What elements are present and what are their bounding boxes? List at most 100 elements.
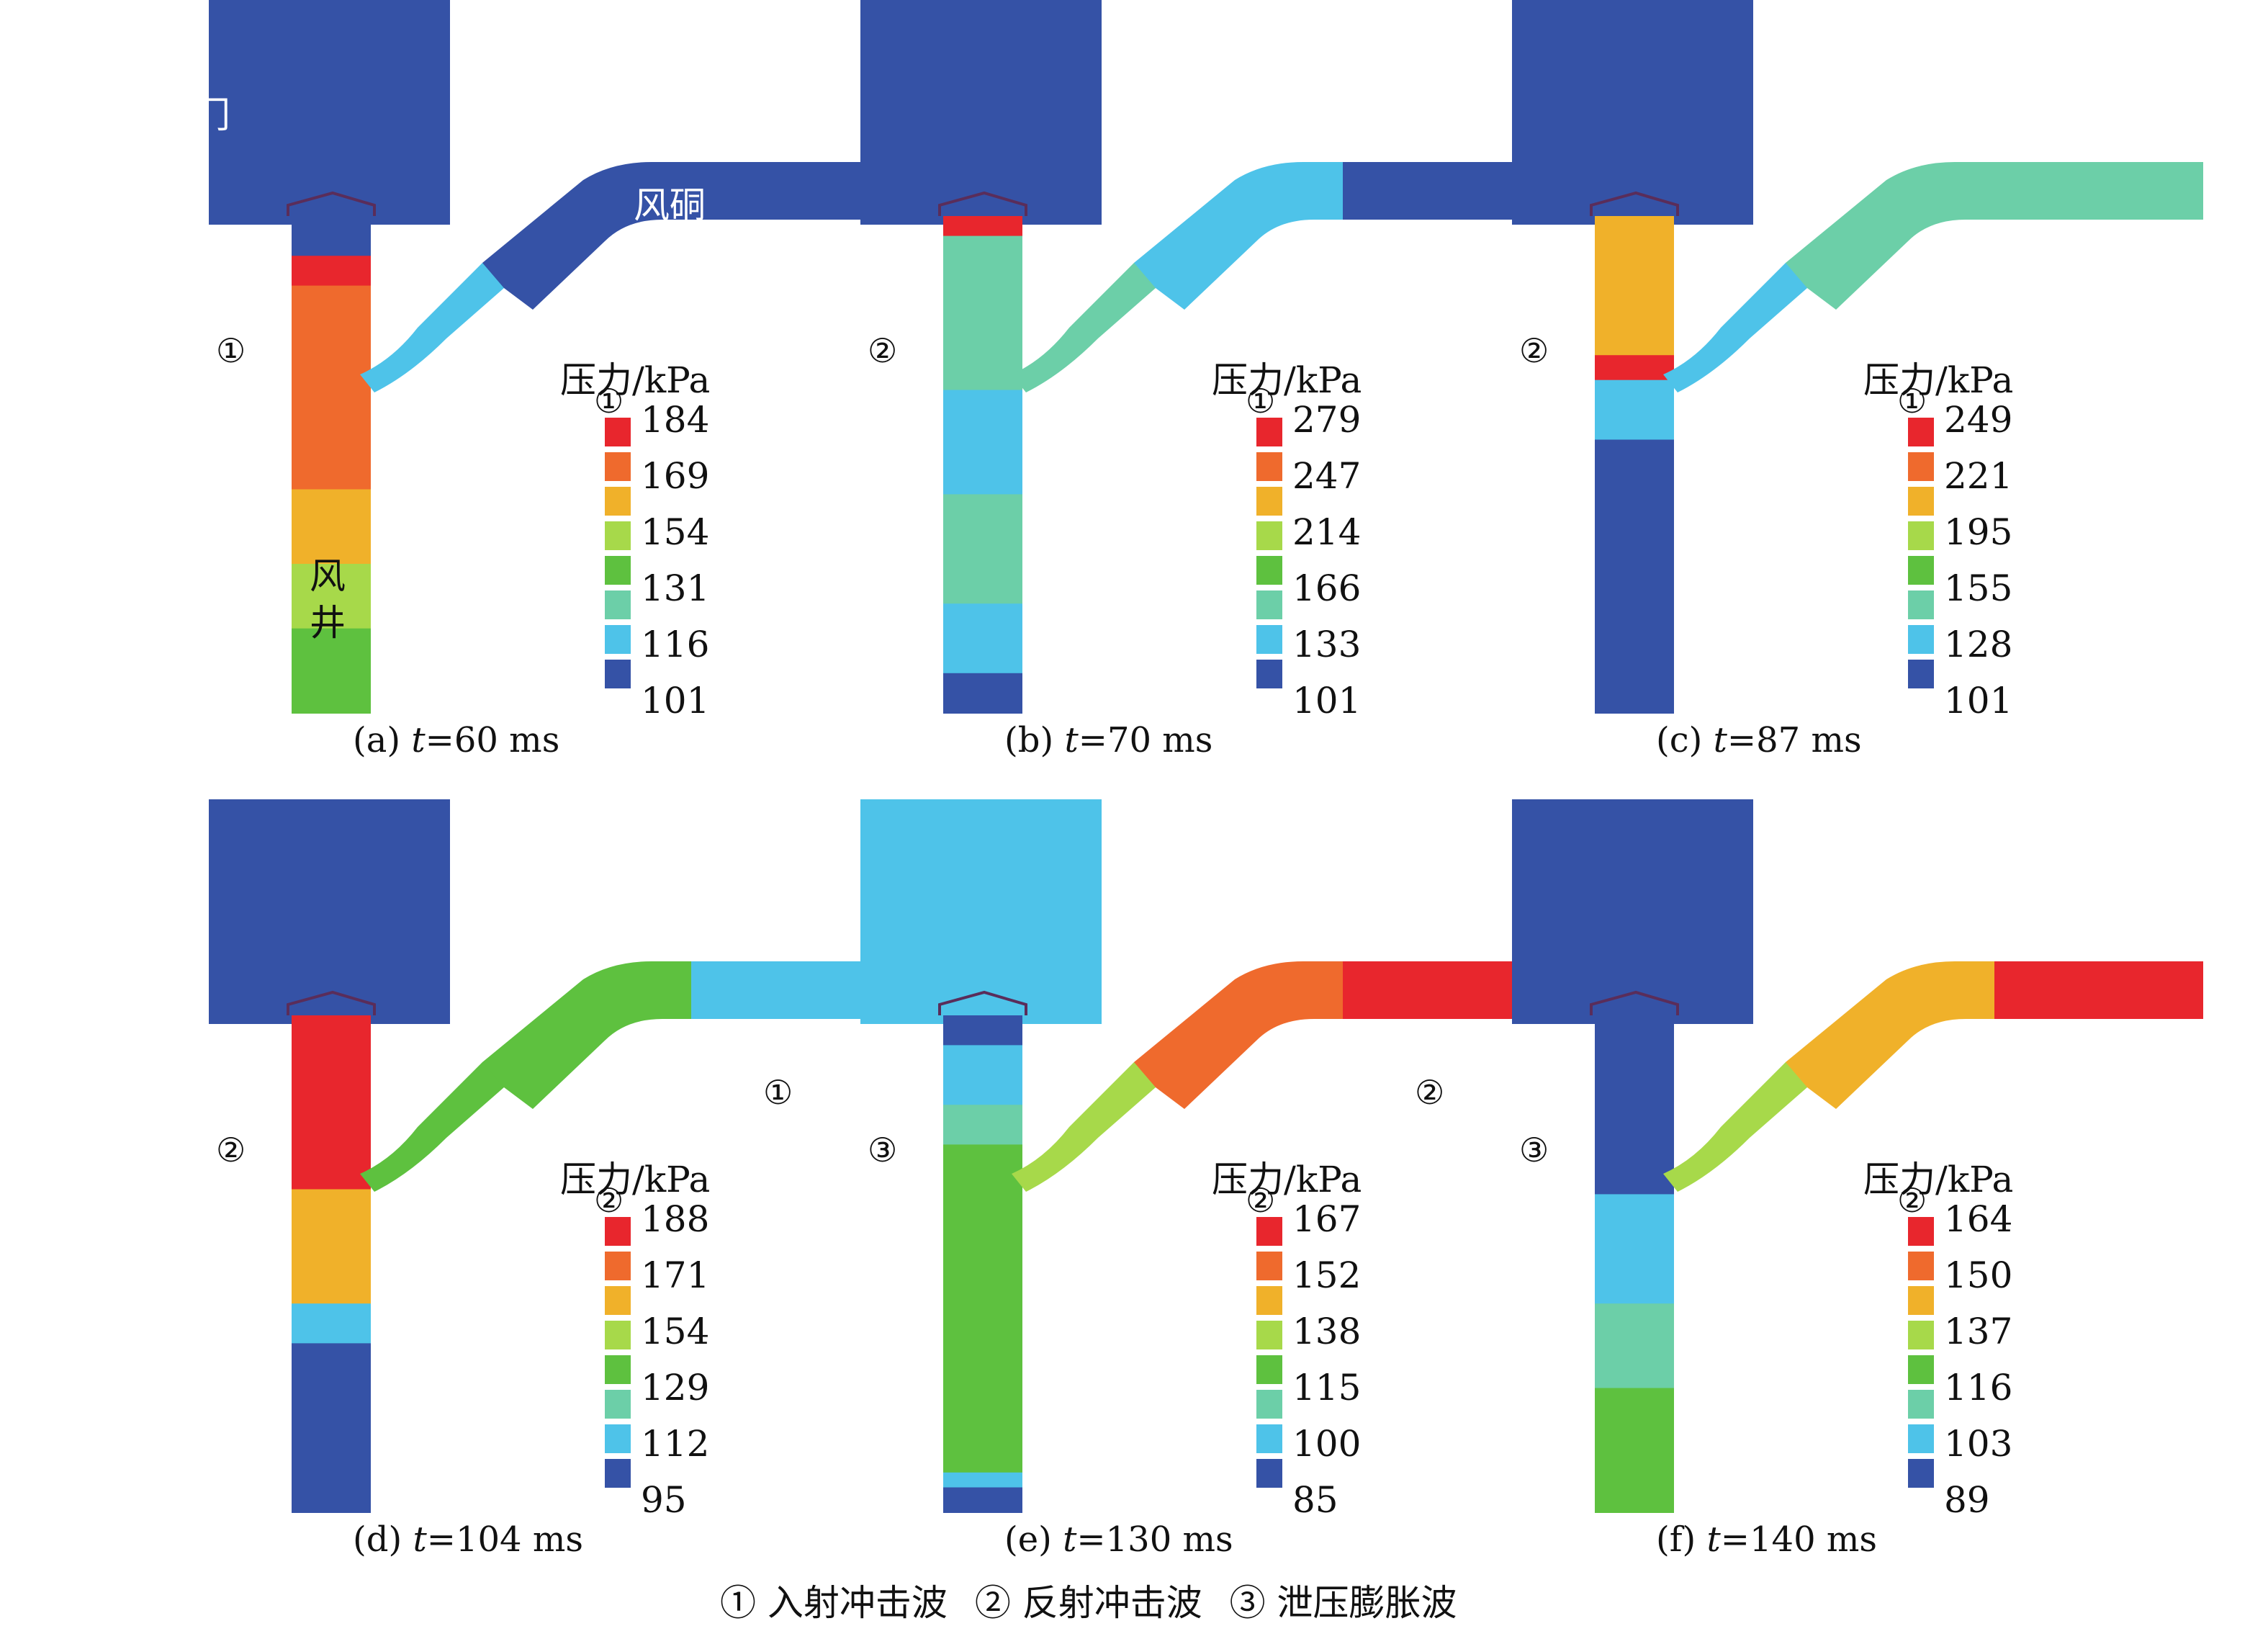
- scale-swatch-b-0: [1256, 418, 1282, 446]
- callout-e-0: ③: [868, 1131, 898, 1169]
- door-f: [1590, 990, 1679, 1015]
- scale-tick-b-3: 166: [1292, 567, 1362, 609]
- caption-b: (b) t=70 ms: [1004, 720, 1212, 760]
- scale-swatch-f-5: [1908, 1390, 1934, 1419]
- caption-d: (d) t=104 ms: [353, 1519, 583, 1560]
- legend-incident-wave: ① 入射冲击波: [720, 1582, 948, 1624]
- duct-outlet-c: [1994, 162, 2203, 220]
- scale-tick-d-2: 154: [641, 1311, 710, 1352]
- scale-swatch-e-4: [1256, 1355, 1282, 1384]
- scale-tick-a-0: 184: [641, 399, 710, 441]
- legend-expansion-wave: ③ 泄压膨胀波: [1229, 1582, 1457, 1624]
- scale-tick-f-0: 164: [1944, 1198, 2013, 1240]
- duct-lower-c: [1663, 238, 1836, 392]
- shaft-band-b-5: [943, 673, 1022, 714]
- shaft-band-d-2: [292, 1303, 371, 1344]
- shaft-band-c-0: [1595, 216, 1674, 242]
- shaft-band-a-0: [292, 216, 371, 257]
- wave-type-legend: ① 入射冲击波 ② 反射冲击波 ③ 泄压膨胀波: [720, 1574, 1473, 1626]
- scale-tick-b-1: 247: [1292, 455, 1362, 497]
- callout-c-0: ②: [1519, 331, 1549, 370]
- shaft-band-a-3: [292, 489, 371, 565]
- shaft-band-c-4: [1595, 439, 1674, 674]
- scale-swatch-b-3: [1256, 521, 1282, 550]
- shaft-band-a-2: [292, 285, 371, 490]
- scale-swatch-d-2: [605, 1286, 631, 1315]
- scale-swatch-a-7: [605, 660, 631, 688]
- scale-tick-d-0: 188: [641, 1198, 710, 1240]
- pressure-scale-title-e: 压力/kPa: [1212, 1159, 1362, 1200]
- shaft-band-e-1: [943, 1045, 1022, 1106]
- scale-tick-b-4: 133: [1292, 624, 1362, 665]
- duct-a: [360, 162, 900, 392]
- scale-swatch-b-2: [1256, 487, 1282, 516]
- scale-swatch-d-7: [605, 1459, 631, 1488]
- scale-tick-c-3: 155: [1944, 567, 2013, 609]
- duct-lower-a: [360, 238, 533, 392]
- shaft-label-bottom: 井: [310, 602, 346, 644]
- door-d: [287, 990, 376, 1015]
- scale-swatch-c-6: [1908, 625, 1934, 654]
- caption-prefix-a: (a): [353, 720, 412, 760]
- scale-swatch-e-7: [1256, 1459, 1282, 1488]
- duct-lower-d: [360, 1037, 533, 1192]
- duct-label: 风硐: [634, 184, 706, 226]
- scale-swatch-b-4: [1256, 556, 1282, 585]
- scale-swatch-a-3: [605, 521, 631, 550]
- shaft-label-top: 风: [310, 555, 346, 597]
- pressure-scale-title-c: 压力/kPa: [1863, 359, 2014, 401]
- scale-tick-a-1: 169: [641, 455, 710, 497]
- shaft-band-f-1: [1595, 1194, 1674, 1305]
- scale-swatch-f-3: [1908, 1321, 1934, 1349]
- scale-swatch-a-2: [605, 487, 631, 516]
- scale-swatch-c-4: [1908, 556, 1934, 585]
- scale-swatch-b-6: [1256, 625, 1282, 654]
- shaft-band-b-2: [943, 390, 1022, 495]
- callout-e-2: ②: [1415, 1073, 1445, 1112]
- scale-tick-f-1: 150: [1944, 1254, 2013, 1296]
- scale-swatch-b-5: [1256, 590, 1282, 619]
- caption-value-a: =60 ms: [425, 720, 560, 760]
- scale-swatch-c-1: [1908, 452, 1934, 481]
- scale-swatch-e-6: [1256, 1424, 1282, 1453]
- scale-tick-a-2: 154: [641, 511, 710, 553]
- caption-prefix-b: (b): [1004, 720, 1065, 760]
- caption-value-e: =130 ms: [1076, 1519, 1233, 1560]
- scale-tick-a-4: 116: [641, 624, 710, 665]
- scale-tick-c-0: 249: [1944, 399, 2013, 441]
- scale-tick-e-0: 167: [1292, 1198, 1362, 1240]
- shaft-band-d-0: [292, 1015, 371, 1190]
- caption-var-c: t: [1713, 720, 1727, 760]
- shaft-band-a-1: [292, 256, 371, 287]
- chamber-f: [1512, 799, 1753, 1024]
- caption-a: (a) t=60 ms: [353, 720, 559, 760]
- scale-swatch-c-5: [1908, 590, 1934, 619]
- caption-prefix-e: (e): [1004, 1519, 1063, 1560]
- scale-tick-e-2: 138: [1292, 1311, 1362, 1352]
- pressure-contour-f: [1512, 799, 2203, 1513]
- caption-prefix-f: (f): [1656, 1519, 1707, 1560]
- scale-tick-e-1: 152: [1292, 1254, 1362, 1296]
- callout-a-1: ①: [594, 382, 624, 421]
- caption-prefix-d: (d): [353, 1519, 413, 1560]
- scale-tick-a-3: 131: [641, 567, 710, 609]
- shaft-band-b-3: [943, 494, 1022, 605]
- shaft-band-a-5: [292, 628, 371, 714]
- scale-swatch-b-7: [1256, 660, 1282, 688]
- shaft-band-f-3: [1595, 1388, 1674, 1513]
- scale-swatch-b-1: [1256, 452, 1282, 481]
- scale-swatch-c-7: [1908, 660, 1934, 688]
- caption-prefix-c: (c): [1656, 720, 1714, 760]
- duct-c: [1663, 162, 2203, 392]
- scale-swatch-d-6: [605, 1424, 631, 1453]
- pressure-scale-title-d: 压力/kPa: [560, 1159, 711, 1200]
- scale-tick-c-5: 101: [1944, 680, 2013, 722]
- scale-tick-b-0: 279: [1292, 399, 1362, 441]
- pressure-scale-title-f: 压力/kPa: [1863, 1159, 2014, 1200]
- callout-b-1: ①: [1246, 382, 1276, 421]
- scale-swatch-a-0: [605, 418, 631, 446]
- scale-swatch-d-0: [605, 1217, 631, 1246]
- chamber-a: [209, 0, 450, 225]
- scale-swatch-d-5: [605, 1390, 631, 1419]
- scale-swatch-f-4: [1908, 1355, 1934, 1384]
